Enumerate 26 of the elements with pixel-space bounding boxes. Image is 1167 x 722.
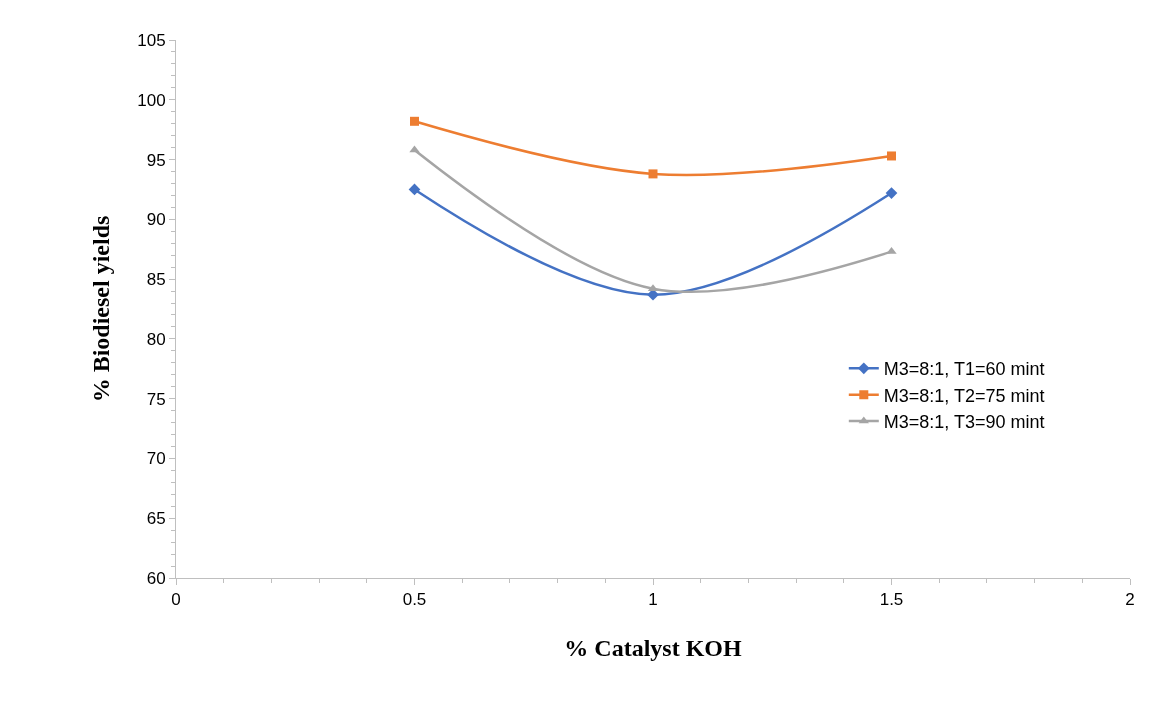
y-axis-title: % Biodiesel yields — [88, 215, 115, 403]
y-tick-label: 70 — [146, 449, 166, 469]
x-tick-label: 0 — [171, 590, 181, 610]
y-tick-label: 95 — [146, 150, 166, 170]
point — [408, 183, 421, 196]
point — [648, 169, 658, 179]
y-tick-label: 75 — [146, 389, 166, 409]
point — [409, 145, 420, 153]
y-tick-label: 100 — [137, 90, 166, 110]
legend-label: M3=8:1, T2=75 mint — [883, 385, 1045, 406]
y-tick-label: 60 — [146, 568, 166, 588]
y-tick-label: 80 — [146, 329, 166, 349]
x-tick-label: 0.5 — [402, 590, 427, 610]
x-axis-title: % Catalyst KOH — [564, 634, 742, 661]
y-tick-label: 85 — [146, 270, 166, 290]
y-tick-label: 90 — [146, 210, 166, 230]
legend-label: M3=8:1, T3=90 mint — [883, 412, 1045, 433]
x-tick-label: 2 — [1125, 590, 1135, 610]
point — [887, 151, 896, 161]
x-tick-label: 1.5 — [879, 590, 904, 610]
y-tick-label: 65 — [146, 509, 166, 529]
y-tick-label: 105 — [137, 30, 166, 50]
legend-label: M3=8:1, T1=60 mint — [883, 359, 1045, 380]
point — [885, 187, 898, 199]
point — [410, 116, 419, 126]
x-tick-label: 1 — [648, 590, 658, 610]
